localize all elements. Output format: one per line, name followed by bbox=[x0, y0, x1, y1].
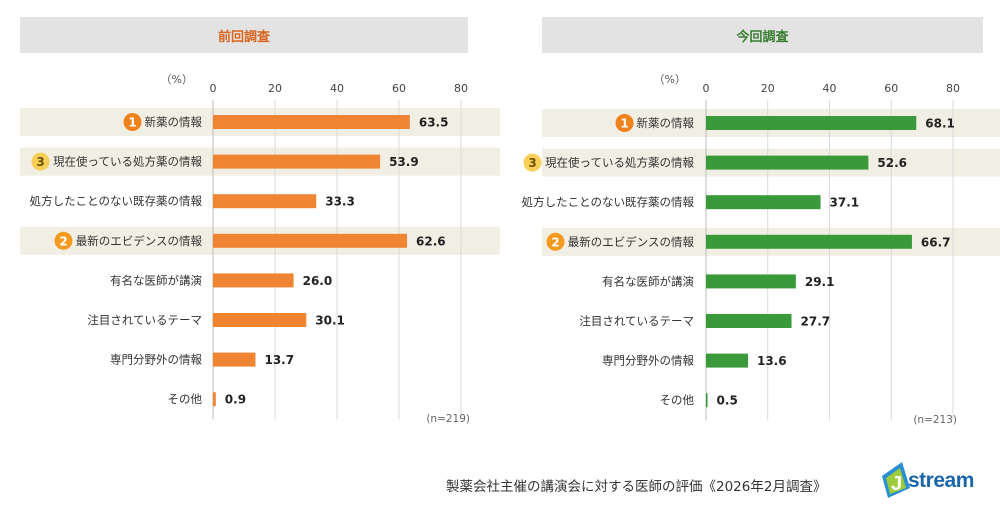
rank-badge bbox=[615, 114, 634, 132]
sample-size-label: (n=213) bbox=[913, 414, 957, 426]
bar bbox=[213, 154, 381, 169]
bar bbox=[706, 314, 792, 328]
bar bbox=[213, 233, 408, 248]
bar bbox=[213, 352, 256, 367]
panel-title-previous: 前回調査 bbox=[20, 17, 468, 53]
sample-size-label: (n=219) bbox=[426, 413, 470, 425]
category-label: 有名な医師が講演 bbox=[602, 274, 694, 288]
category-label: その他 bbox=[660, 393, 695, 407]
category-label: 現在使っている処方薬の情報 bbox=[545, 156, 694, 170]
category-label: 処方したことのない既存薬の情報 bbox=[522, 195, 695, 209]
rank-number: 3 bbox=[36, 155, 44, 169]
rank-number: 2 bbox=[59, 234, 67, 248]
tick-label: 60 bbox=[884, 82, 898, 95]
value-label: 27.7 bbox=[801, 315, 831, 329]
bar bbox=[213, 115, 410, 129]
bar bbox=[706, 234, 912, 249]
tick-label: 20 bbox=[761, 82, 775, 95]
value-label: 30.1 bbox=[315, 314, 345, 328]
tick-label: 40 bbox=[823, 82, 837, 95]
value-label: 33.3 bbox=[325, 195, 355, 209]
bar bbox=[213, 392, 216, 407]
bar-chart-current: 0 20 40 60 80 （%） 68.1 新薬の情報 1 52.6 現在使っている処方薬の情報 3… bbox=[522, 73, 1000, 426]
category-label: 現在使っている処方薬の情報 bbox=[53, 155, 202, 169]
category-label: 注目されているテーマ bbox=[579, 314, 694, 328]
tick-label: 0 bbox=[703, 82, 710, 95]
bar bbox=[706, 353, 748, 368]
category-label: 新薬の情報 bbox=[145, 115, 203, 129]
tick-label: 0 bbox=[210, 82, 217, 95]
rank-number: 1 bbox=[128, 116, 136, 130]
value-label: 62.6 bbox=[416, 234, 446, 248]
bar bbox=[213, 313, 307, 327]
category-label: 新薬の情報 bbox=[637, 116, 695, 130]
rank-number: 2 bbox=[551, 235, 559, 249]
tick-label: 80 bbox=[946, 82, 960, 95]
unit-label: （%） bbox=[161, 73, 193, 86]
rank-number: 3 bbox=[528, 156, 536, 170]
logo-wordmark: stream bbox=[908, 469, 974, 492]
rank-badge bbox=[31, 152, 50, 171]
panel-title-current: 今回調査 bbox=[542, 17, 983, 53]
value-label: 66.7 bbox=[921, 235, 951, 249]
category-label: 最新のエビデンスの情報 bbox=[568, 235, 695, 249]
category-label: 有名な医師が講演 bbox=[110, 273, 202, 287]
bar bbox=[706, 393, 708, 408]
bar bbox=[706, 116, 917, 130]
category-label: 専門分野外の情報 bbox=[602, 354, 694, 368]
category-label: 最新のエビデンスの情報 bbox=[76, 234, 203, 248]
value-label: 53.9 bbox=[389, 155, 419, 169]
value-label: 13.7 bbox=[264, 353, 294, 367]
tick-label: 60 bbox=[392, 82, 406, 95]
bar-chart-previous: 0 20 40 60 80 （%） 63.5 新薬の情報 1 53.9 現在使っている処方薬の情報 3… bbox=[20, 73, 500, 425]
jstream-logo: J stream bbox=[880, 460, 990, 504]
value-label: 52.6 bbox=[877, 156, 907, 170]
bar bbox=[213, 273, 294, 288]
bar bbox=[213, 194, 317, 209]
value-label: 13.6 bbox=[757, 354, 787, 368]
category-label: 専門分野外の情報 bbox=[110, 353, 202, 367]
bar bbox=[706, 155, 869, 170]
rank-badge bbox=[523, 153, 542, 172]
bar bbox=[706, 195, 821, 210]
tick-label: 40 bbox=[330, 82, 344, 95]
logo-initial: J bbox=[891, 473, 902, 495]
value-label: 37.1 bbox=[830, 196, 860, 210]
category-label: 注目されているテーマ bbox=[87, 313, 202, 327]
value-label: 29.1 bbox=[805, 275, 835, 289]
tick-label: 20 bbox=[268, 82, 282, 95]
value-label: 0.5 bbox=[717, 394, 738, 408]
value-label: 26.0 bbox=[303, 274, 333, 288]
bar bbox=[706, 274, 796, 289]
rank-number: 1 bbox=[620, 117, 628, 131]
tick-label: 80 bbox=[454, 82, 468, 95]
value-label: 0.9 bbox=[225, 393, 246, 407]
rank-badge bbox=[123, 113, 142, 131]
footer-title: 製薬会社主催の講演会に対する医師の評価《2026年2月調査》 bbox=[446, 479, 827, 495]
rank-badge bbox=[54, 231, 73, 250]
value-label: 68.1 bbox=[925, 117, 955, 131]
unit-label: （%） bbox=[654, 73, 686, 86]
value-label: 63.5 bbox=[419, 116, 449, 130]
category-label: その他 bbox=[168, 392, 203, 406]
rank-badge bbox=[546, 232, 565, 251]
category-label: 処方したことのない既存薬の情報 bbox=[30, 194, 203, 208]
